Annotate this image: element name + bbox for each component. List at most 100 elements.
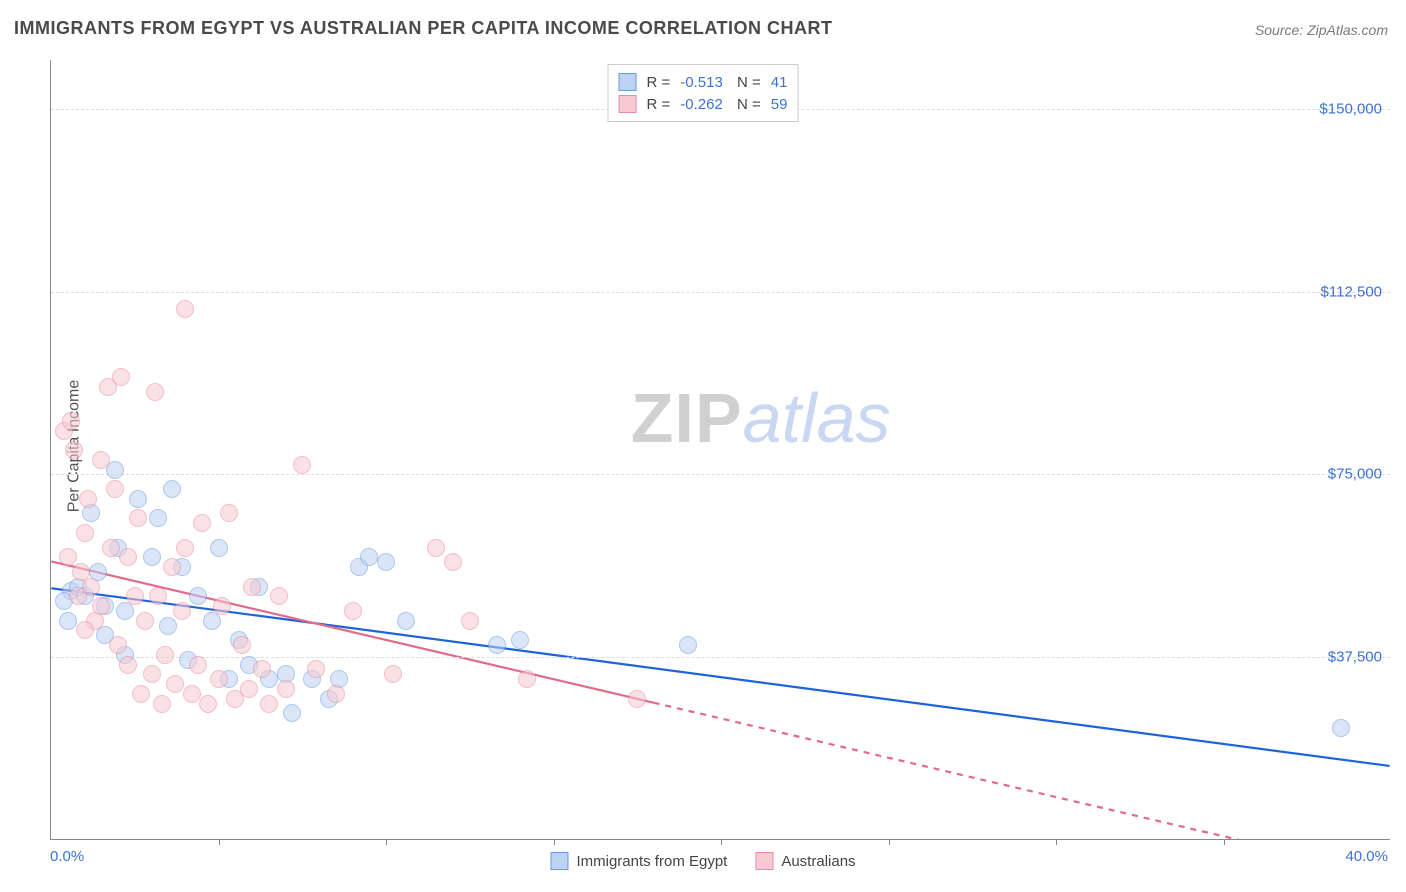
data-point-aus bbox=[199, 695, 217, 713]
data-point-aus bbox=[59, 548, 77, 566]
data-point-aus bbox=[76, 524, 94, 542]
data-point-egypt bbox=[1332, 719, 1350, 737]
x-tick-max: 40.0% bbox=[1345, 848, 1388, 865]
data-point-aus bbox=[132, 685, 150, 703]
r-value-aus: -0.262 bbox=[680, 96, 723, 113]
data-point-egypt bbox=[143, 548, 161, 566]
data-point-aus bbox=[76, 621, 94, 639]
data-point-aus bbox=[149, 587, 167, 605]
data-point-egypt bbox=[159, 617, 177, 635]
data-point-aus bbox=[518, 670, 536, 688]
watermark: ZIPatlas bbox=[631, 378, 891, 458]
data-point-aus bbox=[243, 578, 261, 596]
data-point-aus bbox=[173, 602, 191, 620]
data-point-aus bbox=[240, 680, 258, 698]
n-label: N = bbox=[733, 96, 761, 113]
data-point-aus bbox=[65, 441, 83, 459]
data-point-egypt bbox=[129, 490, 147, 508]
chart-container: IMMIGRANTS FROM EGYPT VS AUSTRALIAN PER … bbox=[0, 0, 1406, 892]
swatch-egypt bbox=[619, 73, 637, 91]
data-point-aus bbox=[293, 456, 311, 474]
data-point-aus bbox=[210, 670, 228, 688]
data-point-aus bbox=[233, 636, 251, 654]
n-label: N = bbox=[733, 74, 761, 91]
gridline bbox=[51, 292, 1390, 293]
data-point-aus bbox=[253, 660, 271, 678]
data-point-egypt bbox=[283, 704, 301, 722]
data-point-egypt bbox=[163, 480, 181, 498]
watermark-atlas: atlas bbox=[743, 379, 891, 457]
n-value-egypt: 41 bbox=[771, 74, 788, 91]
trend-lines-layer bbox=[51, 60, 1390, 839]
legend-label-egypt: Immigrants from Egypt bbox=[576, 853, 727, 870]
legend-row-egypt: R = -0.513 N = 41 bbox=[619, 71, 788, 93]
trend-line bbox=[51, 561, 653, 702]
source-label: Source: ZipAtlas.com bbox=[1255, 22, 1388, 38]
data-point-aus bbox=[461, 612, 479, 630]
swatch-aus-icon bbox=[755, 852, 773, 870]
data-point-aus bbox=[166, 675, 184, 693]
data-point-aus bbox=[384, 665, 402, 683]
data-point-aus bbox=[213, 597, 231, 615]
data-point-aus bbox=[260, 695, 278, 713]
plot-area: ZIPatlas $37,500$75,000$112,500$150,000 bbox=[50, 60, 1390, 840]
data-point-egypt bbox=[511, 631, 529, 649]
data-point-egypt bbox=[210, 539, 228, 557]
data-point-aus bbox=[126, 587, 144, 605]
trend-line bbox=[51, 588, 1389, 766]
data-point-aus bbox=[156, 646, 174, 664]
data-point-aus bbox=[136, 612, 154, 630]
x-tick-min: 0.0% bbox=[50, 848, 84, 865]
x-minor-tick bbox=[386, 839, 387, 845]
x-minor-tick bbox=[889, 839, 890, 845]
data-point-aus bbox=[444, 553, 462, 571]
data-point-aus bbox=[62, 412, 80, 430]
data-point-aus bbox=[189, 656, 207, 674]
data-point-aus bbox=[69, 587, 87, 605]
data-point-egypt bbox=[377, 553, 395, 571]
data-point-aus bbox=[109, 636, 127, 654]
swatch-aus bbox=[619, 95, 637, 113]
data-point-aus bbox=[119, 656, 137, 674]
r-label: R = bbox=[647, 96, 671, 113]
data-point-aus bbox=[628, 690, 646, 708]
data-point-aus bbox=[143, 665, 161, 683]
data-point-aus bbox=[79, 490, 97, 508]
data-point-aus bbox=[344, 602, 362, 620]
data-point-aus bbox=[183, 685, 201, 703]
data-point-aus bbox=[106, 480, 124, 498]
y-tick-label: $75,000 bbox=[1328, 466, 1382, 483]
r-value-egypt: -0.513 bbox=[680, 74, 723, 91]
legend-item-aus: Australians bbox=[755, 852, 855, 870]
data-point-aus bbox=[129, 509, 147, 527]
gridline bbox=[51, 474, 1390, 475]
data-point-aus bbox=[112, 368, 130, 386]
x-minor-tick bbox=[219, 839, 220, 845]
data-point-aus bbox=[176, 539, 194, 557]
data-point-egypt bbox=[360, 548, 378, 566]
y-tick-label: $37,500 bbox=[1328, 649, 1382, 666]
data-point-aus bbox=[270, 587, 288, 605]
data-point-aus bbox=[119, 548, 137, 566]
data-point-aus bbox=[427, 539, 445, 557]
data-point-egypt bbox=[488, 636, 506, 654]
data-point-aus bbox=[153, 695, 171, 713]
watermark-zip: ZIP bbox=[631, 379, 743, 457]
data-point-aus bbox=[102, 539, 120, 557]
swatch-egypt-icon bbox=[550, 852, 568, 870]
data-point-aus bbox=[193, 514, 211, 532]
y-tick-label: $150,000 bbox=[1319, 100, 1382, 117]
x-minor-tick bbox=[721, 839, 722, 845]
trend-line bbox=[654, 703, 1390, 839]
legend-item-egypt: Immigrants from Egypt bbox=[550, 852, 727, 870]
data-point-aus bbox=[163, 558, 181, 576]
legend-row-aus: R = -0.262 N = 59 bbox=[619, 93, 788, 115]
legend-label-aus: Australians bbox=[781, 853, 855, 870]
data-point-egypt bbox=[59, 612, 77, 630]
data-point-egypt bbox=[189, 587, 207, 605]
data-point-egypt bbox=[397, 612, 415, 630]
x-minor-tick bbox=[1224, 839, 1225, 845]
correlation-legend: R = -0.513 N = 41 R = -0.262 N = 59 bbox=[608, 64, 799, 122]
x-minor-tick bbox=[1056, 839, 1057, 845]
data-point-egypt bbox=[679, 636, 697, 654]
